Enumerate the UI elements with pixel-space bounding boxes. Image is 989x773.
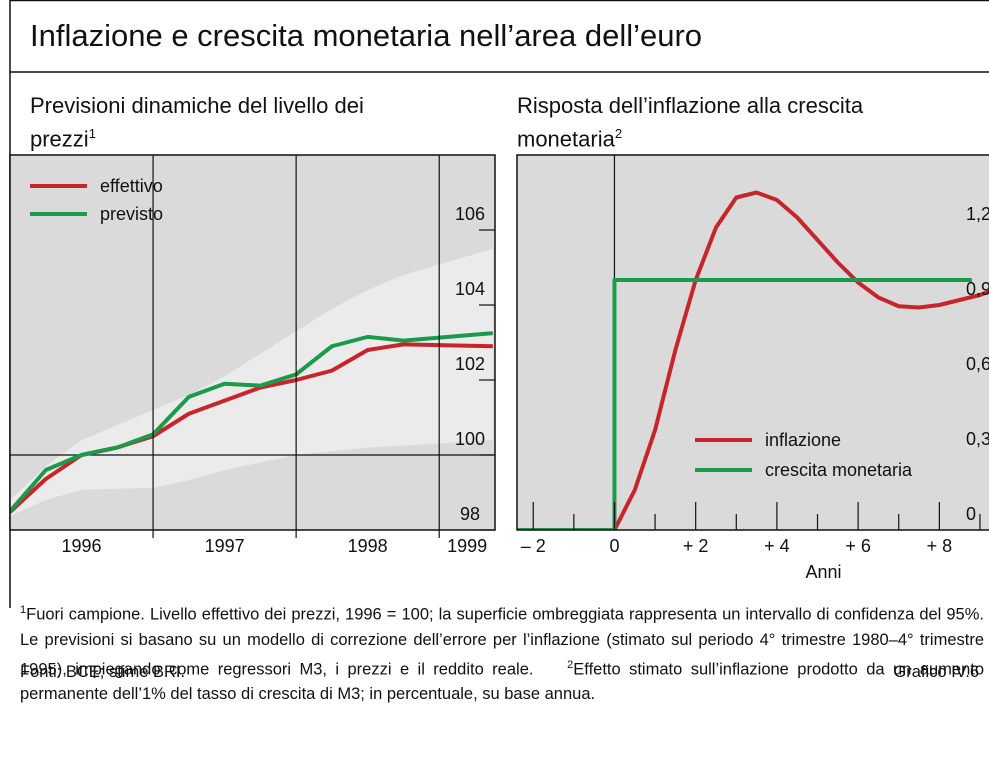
y-tick-label: 1,2 bbox=[966, 204, 989, 224]
panel-title-text: Risposta dell’inflazione alla crescita m… bbox=[517, 93, 864, 152]
footnote-marker: 2 bbox=[614, 126, 623, 141]
footnote-text: Effetto stimato sull’inflazione prodotto… bbox=[20, 660, 985, 703]
plot-frame bbox=[9, 154, 496, 531]
footnote-marker: 1 bbox=[20, 604, 27, 616]
y-tick-label: 0,9 bbox=[966, 279, 989, 299]
y-tick-label: 0,6 bbox=[966, 354, 989, 374]
sources: Fonti: BCE; stime BRI. bbox=[20, 663, 186, 681]
footnote-marker: 2 bbox=[567, 658, 574, 671]
footnote-marker: 1 bbox=[88, 126, 96, 141]
panel-title: Risposta dell’inflazione alla crescita m… bbox=[517, 92, 877, 153]
confidence-band bbox=[10, 248, 493, 517]
chart-id: Grafico IV.6 bbox=[893, 663, 979, 681]
plot-background bbox=[517, 155, 989, 530]
y-tick-label: 0 bbox=[966, 504, 976, 524]
x-tick-label: 1999 bbox=[447, 536, 487, 556]
plot-area bbox=[10, 248, 495, 517]
legend-label: inflazione bbox=[765, 430, 841, 450]
panel-title: Previsioni dinamiche del livello dei pre… bbox=[30, 92, 400, 153]
x-axis-label: Anni bbox=[805, 562, 841, 582]
data-line bbox=[612, 190, 989, 530]
x-tick-label: 1998 bbox=[348, 536, 388, 556]
y-tick-label: 102 bbox=[455, 354, 485, 374]
footnote-text: Fuori campione. Livello effettivo dei pr… bbox=[20, 605, 984, 679]
data-line bbox=[10, 331, 494, 513]
legend-label: previsto bbox=[100, 204, 163, 224]
legend-label: effettivo bbox=[100, 176, 163, 196]
x-tick-label: + 4 bbox=[764, 536, 790, 556]
data-line bbox=[517, 278, 972, 530]
x-tick-label: 0 bbox=[609, 536, 619, 556]
y-tick-label: 98 bbox=[460, 504, 480, 524]
y-tick-label: 0,3 bbox=[966, 429, 989, 449]
x-tick-label: + 2 bbox=[683, 536, 709, 556]
figure-title: Inflazione e crescita monetaria nell’are… bbox=[30, 18, 703, 53]
y-tick-label: 100 bbox=[455, 429, 485, 449]
legend-label: crescita monetaria bbox=[765, 460, 913, 480]
y-tick-label: 106 bbox=[455, 204, 485, 224]
footnotes: 1Fuori campione. Livello effettivo dei p… bbox=[20, 598, 984, 707]
x-tick-label: + 8 bbox=[927, 536, 953, 556]
x-tick-label: – 2 bbox=[521, 536, 546, 556]
x-tick-label: + 6 bbox=[845, 536, 871, 556]
x-tick-label: 1996 bbox=[62, 536, 102, 556]
y-tick-label: 104 bbox=[455, 279, 485, 299]
panel-title-text: Previsioni dinamiche del livello dei pre… bbox=[30, 93, 364, 152]
x-tick-label: 1997 bbox=[205, 536, 245, 556]
plot-frame bbox=[516, 154, 989, 531]
plot-area bbox=[517, 155, 989, 530]
